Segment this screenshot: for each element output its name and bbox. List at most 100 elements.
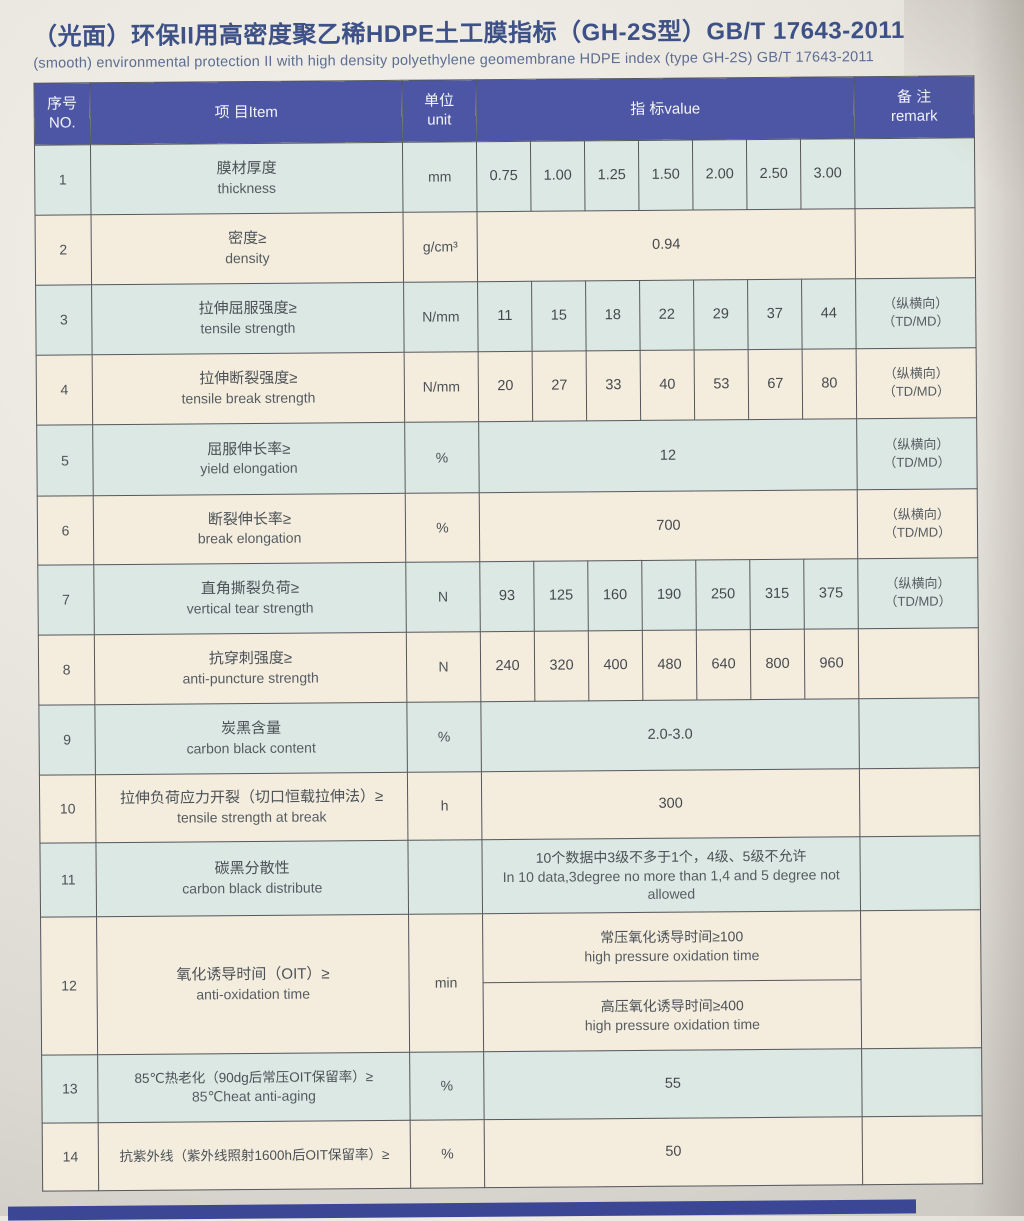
remark-cell <box>854 207 976 279</box>
remark-zh: （纵横向） <box>884 436 950 452</box>
remark-cell: （纵横向） （TD/MD） <box>857 557 979 629</box>
table-row: 10 拉伸负荷应力开裂（切口恒载拉伸法）≥ tensile strength a… <box>39 767 980 843</box>
item-cell: 拉伸屈服强度≥ tensile strength <box>91 282 405 355</box>
item-en: tensile strength <box>200 319 296 337</box>
header-remark-en: remark <box>890 107 938 126</box>
value-cell: 67 <box>748 348 803 420</box>
remark-cell <box>860 909 982 1049</box>
unit-cell: N <box>406 631 481 703</box>
unit-cell: N/mm <box>403 281 479 353</box>
item-zh: 断裂伸长率≥ <box>207 510 292 529</box>
value-cell: 80 <box>802 348 857 419</box>
page-title-en: (smooth) environmental protection II wit… <box>33 48 874 72</box>
remark-en: （TD/MD） <box>882 383 951 400</box>
value-cell: 125 <box>533 560 589 632</box>
header-value: 指 标value <box>475 76 855 142</box>
value-cell: 15 <box>531 280 587 352</box>
document-page: （光面）环保II用高密度聚乙稀HDPE土工膜指标（GH-2S型）GB/T 176… <box>33 16 984 1192</box>
value-cell: 2.0-3.0 <box>480 698 860 772</box>
header-unit-en: unit <box>427 111 452 129</box>
remark-cell: （纵横向） （TD/MD） <box>856 417 978 490</box>
value-cell: 640 <box>696 629 751 700</box>
value-cell: 315 <box>749 558 805 630</box>
value-cell: 29 <box>693 279 749 350</box>
item-cell: 炭黑含量 carbon black content <box>94 702 408 775</box>
remark-cell <box>862 1115 983 1185</box>
remark-cell <box>861 1047 983 1117</box>
table-row: 14 抗紫外线（紫外线照射1600h后OIT保留率）≥ % 50 <box>42 1115 983 1191</box>
row-number: 7 <box>37 564 95 635</box>
item-en: break elongation <box>197 529 302 547</box>
row-number: 11 <box>39 842 97 917</box>
table-row: 9 炭黑含量 carbon black content % 2.0-3.0 <box>38 697 980 775</box>
remark-cell: （纵横向） （TD/MD） <box>856 347 977 419</box>
value-cell: 37 <box>747 278 803 350</box>
item-cell: 拉伸负荷应力开裂（切口恒载拉伸法）≥ tensile strength at b… <box>95 772 408 843</box>
table-row: 7 直角撕裂负荷≥ vertical tear strength N 93 12… <box>37 557 979 635</box>
value-en: high pressure oxidation time <box>584 1016 761 1034</box>
next-page-header-strip <box>7 1199 917 1221</box>
item-zh: 抗紫外线（紫外线照射1600h后OIT保留率）≥ <box>119 1146 390 1164</box>
item-zh: 85℃热老化（90dg后常压OIT保留率）≥ <box>134 1069 374 1087</box>
value-cell: 2.00 <box>692 139 747 210</box>
value-cell: 160 <box>587 560 643 631</box>
value-cell: 44 <box>801 278 857 349</box>
spec-table: 序号 NO. 项 目Item 单位 unit 指 标value 备 注 rema… <box>33 75 984 1192</box>
value-cell: 1.00 <box>530 140 585 212</box>
value-cell: 12 <box>478 418 858 493</box>
value-cell: 190 <box>641 559 697 631</box>
item-zh: 碳黑分散性 <box>214 860 290 878</box>
unit-cell: N <box>405 561 481 633</box>
remark-zh: （纵横向） <box>885 575 951 592</box>
item-zh: 抗穿刺强度≥ <box>208 649 293 668</box>
value-cell: 27 <box>532 350 587 422</box>
table-row: 11 碳黑分散性 carbon black distribute 10个数据中3… <box>39 835 981 917</box>
table-row: 3 拉伸屈服强度≥ tensile strength N/mm 11 15 18… <box>35 277 977 355</box>
item-cell: 碳黑分散性 carbon black distribute <box>95 840 409 917</box>
item-en: carbon black content <box>186 739 316 757</box>
table-row: 6 断裂伸长率≥ break elongation % 700 （纵横向） （T… <box>37 488 978 565</box>
table-row: 4 拉伸断裂强度≥ tensile break strength N/mm 20… <box>36 347 977 425</box>
header-no-zh: 序号 <box>47 95 78 113</box>
row-number: 1 <box>34 144 92 215</box>
row-number: 5 <box>36 424 94 496</box>
item-cell: 氧化诱导时间（OIT）≥ anti-oxidation time <box>96 914 410 1055</box>
value-cell: 1.25 <box>584 140 639 211</box>
item-zh: 拉伸屈服强度≥ <box>198 299 297 318</box>
item-en: tensile break strength <box>181 389 316 407</box>
remark-zh: （纵横向） <box>883 365 949 382</box>
value-cell: 3.00 <box>800 138 855 209</box>
item-zh: 屈服伸长率≥ <box>207 440 291 459</box>
header-unit: 单位 unit <box>401 79 477 143</box>
row-number: 13 <box>41 1054 99 1123</box>
unit-cell: mm <box>402 141 478 213</box>
row-number: 6 <box>37 495 94 565</box>
unit-cell: N/mm <box>404 351 479 423</box>
remark-en: （TD/MD） <box>884 593 952 610</box>
value-cell: 960 <box>804 628 859 699</box>
row-number: 14 <box>42 1122 99 1191</box>
unit-cell: h <box>407 771 482 841</box>
unit-cell: % <box>410 1119 485 1189</box>
value-cell: 375 <box>803 558 859 629</box>
remark-en: （TD/MD） <box>883 524 952 540</box>
unit-cell: % <box>404 421 480 494</box>
header-no-en: NO. <box>48 114 76 132</box>
item-en: thickness <box>217 179 277 197</box>
item-cell: 抗穿刺强度≥ anti-puncture strength <box>94 632 407 705</box>
header-item: 项 目Item <box>89 80 403 145</box>
row-number: 12 <box>40 916 98 1055</box>
remark-cell <box>854 137 975 209</box>
unit-cell: % <box>409 1051 485 1121</box>
item-zh: 膜材厚度 <box>216 160 277 178</box>
table-row: 12 氧化诱导时间（OIT）≥ anti-oxidation time min … <box>40 909 982 1055</box>
row-number: 10 <box>39 774 96 843</box>
row-number: 9 <box>38 704 96 775</box>
remark-cell: （纵横向） （TD/MD） <box>857 488 978 559</box>
value-cell: 18 <box>585 280 641 351</box>
remark-zh: （纵横向） <box>884 506 950 522</box>
value-cell: 240 <box>480 631 535 702</box>
remark-cell: （纵横向） （TD/MD） <box>855 277 977 349</box>
value-cell: 400 <box>588 630 643 701</box>
value-cell: 1.50 <box>638 139 693 211</box>
